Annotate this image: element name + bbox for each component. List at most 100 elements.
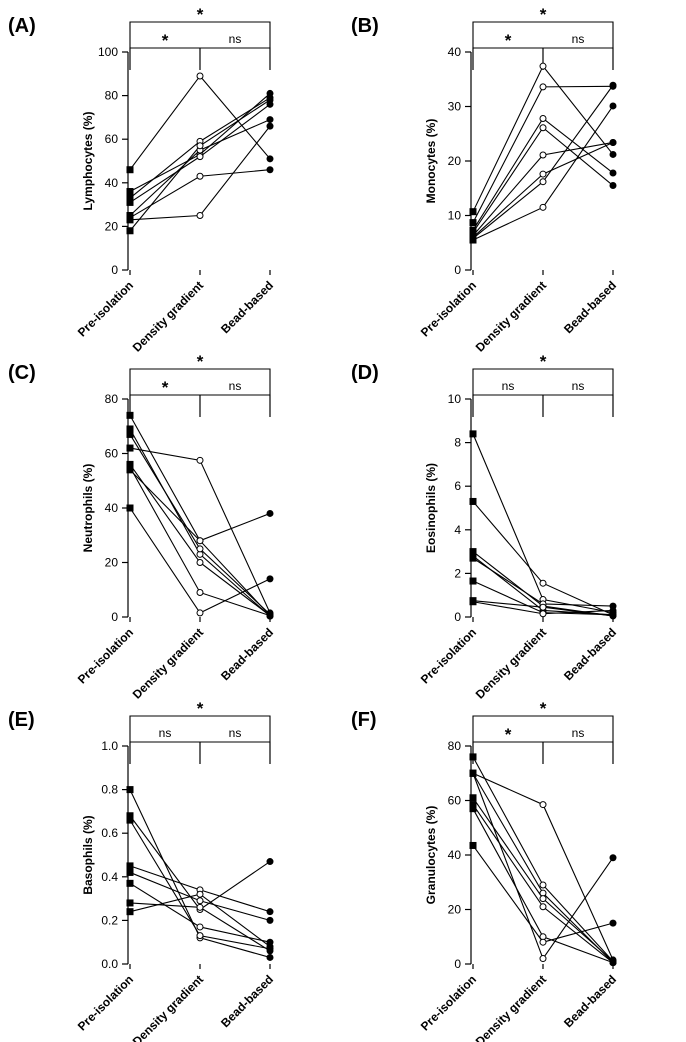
data-point-density-gradient xyxy=(196,897,204,905)
data-point-density-gradient xyxy=(539,881,547,889)
chart-svg: (B) 0 10 20 30 40 Monocytes (%) Pre-isolationDe… xyxy=(351,5,619,355)
data-point-density-gradient xyxy=(196,609,204,617)
series-line xyxy=(472,773,614,960)
significance-label: ns xyxy=(229,379,242,393)
panel-label: (E) xyxy=(8,709,35,731)
x-category-label: Bead-based xyxy=(218,625,276,683)
data-point-pre-isolation xyxy=(469,548,477,556)
y-tick-label: 0.4 xyxy=(101,870,118,884)
significance-bracket xyxy=(129,47,201,70)
significance-label: ns xyxy=(159,726,172,740)
data-point-pre-isolation xyxy=(469,841,477,849)
chart-svg: (C) 0 20 40 60 80 Neutrophils (%) Pre-isolation… xyxy=(8,352,276,702)
data-point-density-gradient xyxy=(539,610,547,618)
significance-label: ns xyxy=(572,726,585,740)
data-point-density-gradient xyxy=(196,142,204,150)
data-point-bead-based xyxy=(266,575,274,583)
data-point-pre-isolation xyxy=(126,908,134,916)
data-point-density-gradient xyxy=(539,903,547,911)
significance-bracket xyxy=(472,368,614,417)
y-tick-label: 20 xyxy=(105,556,119,570)
data-point-density-gradient xyxy=(196,153,204,161)
series-line xyxy=(472,84,614,239)
series-line xyxy=(472,756,614,962)
data-point-density-gradient xyxy=(196,903,204,911)
significance-bracket xyxy=(129,368,271,417)
significance-label: * xyxy=(505,725,512,744)
y-tick-label: 4 xyxy=(454,523,461,537)
significance-label: * xyxy=(197,352,204,371)
x-category-label: Pre-isolation xyxy=(418,625,479,686)
data-point-pre-isolation xyxy=(126,444,134,452)
significance-bracket xyxy=(199,394,271,417)
y-tick-label: 20 xyxy=(448,154,462,168)
data-point-density-gradient xyxy=(539,938,547,946)
data-point-density-gradient xyxy=(196,537,204,545)
x-category-label: Density gradient xyxy=(473,972,549,1042)
y-tick-label: 0.6 xyxy=(101,826,118,840)
significance-label: ns xyxy=(502,379,515,393)
data-point-bead-based xyxy=(266,116,274,124)
data-point-pre-isolation xyxy=(126,868,134,876)
data-point-density-gradient xyxy=(196,72,204,80)
data-point-bead-based xyxy=(609,959,617,967)
y-tick-label: 30 xyxy=(448,100,462,114)
panel-label: (C) xyxy=(8,362,36,384)
data-point-density-gradient xyxy=(539,178,547,186)
data-point-bead-based xyxy=(609,854,617,862)
data-point-pre-isolation xyxy=(126,198,134,206)
data-point-density-gradient xyxy=(539,579,547,587)
data-point-density-gradient xyxy=(196,890,204,898)
data-point-bead-based xyxy=(266,908,274,916)
y-tick-label: 1.0 xyxy=(101,739,118,753)
chart-svg: (F) 0 20 40 60 80 Granulocytes (%) Pre-isolatio… xyxy=(351,699,619,1042)
y-axis-label: Neutrophils (%) xyxy=(81,464,95,553)
y-tick-label: 0 xyxy=(454,957,461,971)
significance-label: * xyxy=(162,31,169,50)
y-tick-label: 0 xyxy=(111,263,118,277)
y-tick-label: 0.0 xyxy=(101,957,118,971)
x-category-label: Pre-isolation xyxy=(418,972,479,1033)
significance-label: ns xyxy=(572,32,585,46)
data-point-pre-isolation xyxy=(126,786,134,794)
data-point-density-gradient xyxy=(539,801,547,809)
data-point-pre-isolation xyxy=(469,219,477,227)
significance-label: * xyxy=(162,378,169,397)
data-point-pre-isolation xyxy=(126,862,134,870)
data-point-density-gradient xyxy=(539,603,547,611)
significance-bracket xyxy=(199,47,271,70)
y-axis-label: Eosinophils (%) xyxy=(424,463,438,553)
chart-svg: (E) 0.0 0.2 0.4 0.6 0.8 1.0 Basophils (%) Pre-is… xyxy=(8,699,276,1042)
y-tick-label: 20 xyxy=(105,219,119,233)
y-tick-label: 10 xyxy=(448,392,462,406)
series-line xyxy=(129,415,271,617)
y-tick-label: 6 xyxy=(454,479,461,493)
data-point-density-gradient xyxy=(539,895,547,903)
data-point-pre-isolation xyxy=(126,188,134,196)
y-tick-label: 80 xyxy=(105,89,119,103)
data-point-pre-isolation xyxy=(469,208,477,216)
x-category-label: Density gradient xyxy=(130,625,206,701)
chart-svg: (A) 0 20 40 60 80 100 Lymphocytes (%) Pre-isolat… xyxy=(8,5,276,355)
x-category-label: Density gradient xyxy=(130,278,206,354)
data-point-bead-based xyxy=(609,606,617,614)
y-axis-label: Basophils (%) xyxy=(81,815,95,894)
significance-label: * xyxy=(197,5,204,24)
data-point-pre-isolation xyxy=(469,753,477,761)
y-tick-label: 10 xyxy=(448,209,462,223)
y-tick-label: 60 xyxy=(105,132,119,146)
y-tick-label: 0.2 xyxy=(101,913,118,927)
data-point-pre-isolation xyxy=(126,812,134,820)
data-point-density-gradient xyxy=(539,955,547,963)
data-point-density-gradient xyxy=(539,151,547,159)
panel-b: (B) 0 10 20 30 40 Monocytes (%) Pre-isolation De… xyxy=(343,0,686,355)
x-category-label: Bead-based xyxy=(561,278,619,336)
data-point-density-gradient xyxy=(539,170,547,178)
data-point-pre-isolation xyxy=(126,214,134,222)
y-tick-label: 100 xyxy=(98,45,118,59)
series-line xyxy=(129,447,271,614)
data-point-bead-based xyxy=(266,916,274,924)
data-point-density-gradient xyxy=(196,456,204,464)
data-point-bead-based xyxy=(266,96,274,104)
significance-label: * xyxy=(540,352,547,371)
